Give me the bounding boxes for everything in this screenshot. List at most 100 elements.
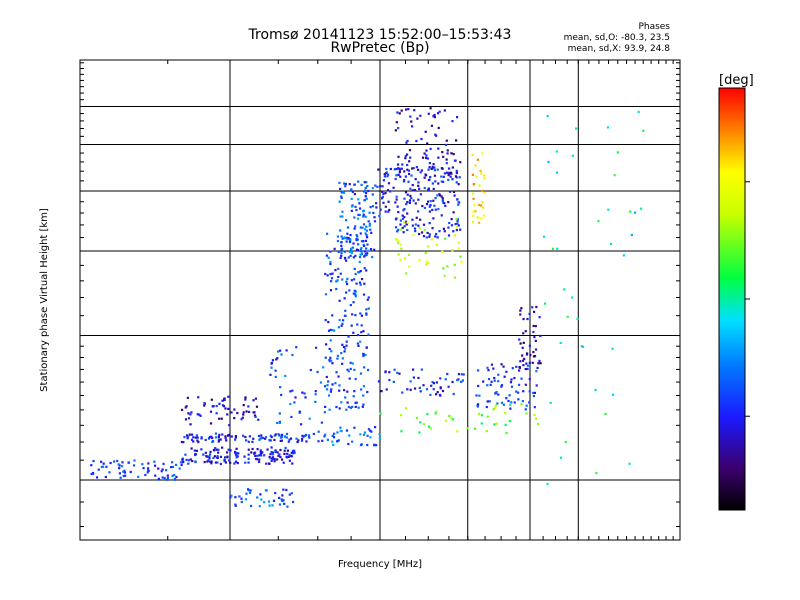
- data-point: [375, 444, 378, 447]
- data-point: [259, 493, 262, 496]
- data-point: [426, 200, 430, 203]
- data-point: [375, 202, 378, 205]
- data-point: [426, 412, 429, 416]
- data-point: [397, 210, 400, 214]
- data-point: [528, 312, 531, 316]
- data-point: [471, 153, 474, 157]
- data-point: [365, 234, 368, 237]
- data-point: [431, 165, 434, 169]
- data-point: [629, 210, 632, 213]
- data-point: [356, 235, 359, 238]
- data-point: [226, 413, 229, 416]
- data-point: [368, 222, 372, 225]
- data-point: [374, 184, 377, 187]
- data-point: [185, 458, 188, 461]
- data-point: [157, 477, 161, 480]
- data-point: [400, 228, 403, 231]
- data-point: [430, 384, 433, 387]
- data-point: [211, 436, 214, 440]
- data-point: [343, 350, 346, 353]
- data-point: [445, 162, 448, 165]
- data-point: [444, 143, 447, 147]
- data-point: [357, 406, 360, 409]
- data-point: [396, 371, 399, 374]
- data-point: [267, 500, 271, 503]
- data-point: [245, 410, 248, 413]
- data-point: [408, 199, 412, 202]
- data-point: [639, 207, 643, 210]
- data-point: [364, 192, 368, 195]
- data-point: [363, 282, 366, 285]
- data-point: [448, 414, 451, 418]
- data-point: [528, 390, 531, 393]
- data-point: [532, 310, 536, 313]
- data-point: [362, 244, 366, 248]
- data-point: [278, 386, 282, 389]
- data-point: [380, 390, 383, 393]
- data-point: [366, 390, 369, 394]
- data-point: [331, 314, 334, 317]
- data-point: [395, 217, 398, 220]
- data-point: [349, 406, 352, 409]
- data-point: [325, 254, 329, 257]
- data-point: [443, 230, 446, 233]
- data-point: [426, 231, 429, 235]
- data-point: [532, 324, 535, 328]
- data-point: [434, 393, 438, 396]
- data-point: [349, 250, 352, 253]
- data-point: [273, 458, 276, 461]
- data-point: [252, 437, 255, 440]
- data-point: [377, 168, 380, 171]
- data-point: [146, 471, 149, 474]
- data-point: [559, 456, 563, 459]
- data-point: [438, 393, 442, 397]
- data-point: [455, 181, 458, 184]
- data-point: [184, 418, 188, 421]
- data-point: [532, 391, 535, 395]
- data-point: [328, 358, 331, 362]
- data-point: [426, 157, 429, 160]
- data-point: [278, 412, 281, 415]
- data-point: [373, 248, 376, 251]
- data-point: [441, 151, 444, 154]
- data-point: [434, 235, 437, 238]
- data-point: [240, 418, 243, 421]
- data-point: [362, 385, 366, 388]
- data-point: [339, 426, 342, 429]
- data-point: [256, 448, 259, 451]
- data-point: [278, 496, 281, 500]
- data-point: [519, 313, 522, 316]
- data-point: [365, 247, 368, 250]
- data-point: [219, 462, 222, 466]
- data-point: [233, 450, 237, 453]
- data-point: [344, 182, 347, 186]
- data-point: [282, 488, 285, 491]
- data-point: [371, 205, 375, 208]
- data-point: [273, 460, 276, 463]
- data-point: [288, 454, 291, 457]
- data-point: [248, 491, 252, 494]
- data-point: [354, 405, 357, 409]
- data-point: [397, 155, 400, 158]
- data-point: [326, 274, 329, 277]
- data-point: [529, 354, 532, 357]
- data-point: [423, 206, 427, 209]
- data-point: [492, 408, 495, 411]
- data-point: [271, 504, 274, 507]
- data-point: [423, 176, 426, 179]
- data-point: [341, 322, 344, 325]
- data-point: [435, 410, 438, 413]
- data-point: [532, 355, 536, 358]
- data-point: [386, 189, 390, 192]
- data-point: [404, 175, 407, 178]
- data-point: [181, 457, 184, 460]
- data-point: [634, 211, 637, 214]
- data-point: [358, 207, 362, 210]
- data-point: [493, 379, 496, 382]
- data-point: [418, 386, 421, 390]
- data-point: [396, 205, 399, 208]
- data-point: [341, 237, 344, 240]
- data-point: [414, 178, 417, 181]
- data-point: [189, 458, 192, 461]
